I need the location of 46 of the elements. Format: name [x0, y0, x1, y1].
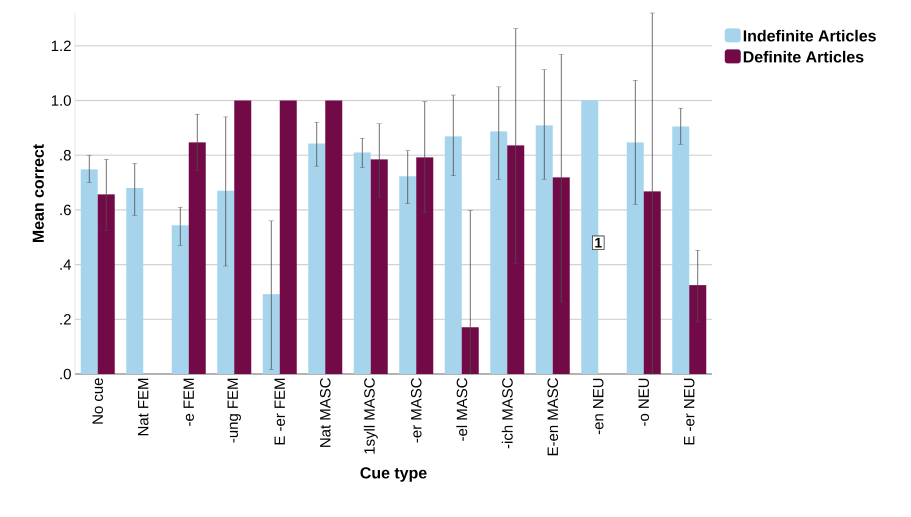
x-tick-label: Nat FEM	[138, 378, 148, 436]
y-tick-label: .6	[60, 204, 71, 216]
x-tick-label: -ich MASC	[502, 378, 513, 448]
bar	[217, 190, 234, 374]
bar	[80, 169, 98, 374]
x-tick-label: -ung FEM	[228, 378, 241, 442]
bar	[354, 152, 371, 374]
y-tick-label: 1.0	[52, 95, 71, 106]
x-tick-label: -o NEU	[638, 378, 649, 426]
x-tick-label: -el MASC	[456, 378, 468, 441]
bar	[172, 225, 189, 374]
x-tick-label: E -er FEM	[274, 378, 285, 444]
legend-label: Definite Articles	[744, 50, 864, 63]
x-tick-label: -er MASC	[410, 378, 422, 442]
x-tick-label: -en NEU	[593, 378, 604, 434]
bar	[689, 285, 706, 374]
y-tick-label: .8	[60, 150, 71, 160]
y-tick-label: 1.2	[52, 40, 71, 52]
bar	[98, 194, 115, 374]
bar	[399, 176, 416, 374]
bar	[188, 142, 206, 374]
bar	[325, 100, 342, 374]
bar	[536, 125, 553, 374]
y-tick-label: .4	[60, 259, 72, 270]
bar	[626, 142, 644, 374]
bar	[126, 188, 144, 374]
annotation: 1	[595, 238, 602, 248]
bar	[280, 100, 297, 374]
bar	[234, 100, 252, 374]
legend-label: Indefinite Articles	[744, 30, 876, 42]
x-tick-label: E -er NEU	[684, 378, 694, 444]
y-tick-label: .2	[60, 314, 71, 325]
bar	[370, 159, 388, 374]
x-tick-label: 1syll MASC	[364, 378, 378, 454]
x-axis-title: Cue type	[360, 467, 427, 482]
bar	[444, 136, 462, 374]
x-tick-label: -e FEM	[184, 378, 194, 426]
y-tick-label: .0	[60, 368, 71, 380]
x-tick-label: No cue	[92, 378, 103, 424]
y-axis-title: Mean correct	[32, 144, 44, 242]
bar	[490, 131, 508, 374]
x-tick-label: Nat MASC	[320, 378, 331, 447]
bar	[308, 143, 326, 374]
bar	[672, 126, 690, 374]
bar	[416, 157, 434, 374]
x-tick-label: E-en MASC	[547, 378, 558, 456]
